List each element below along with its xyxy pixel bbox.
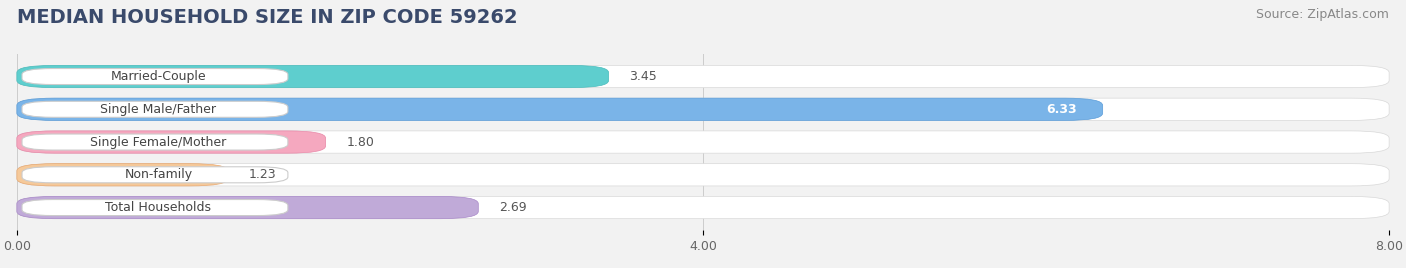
FancyBboxPatch shape bbox=[17, 196, 1389, 219]
Text: Married-Couple: Married-Couple bbox=[111, 70, 207, 83]
FancyBboxPatch shape bbox=[17, 98, 1389, 120]
FancyBboxPatch shape bbox=[17, 65, 1389, 88]
Text: Single Female/Mother: Single Female/Mother bbox=[90, 136, 226, 148]
Text: Single Male/Father: Single Male/Father bbox=[100, 103, 217, 116]
FancyBboxPatch shape bbox=[22, 200, 288, 215]
Text: 2.69: 2.69 bbox=[499, 201, 526, 214]
FancyBboxPatch shape bbox=[17, 196, 478, 219]
Text: Total Households: Total Households bbox=[105, 201, 211, 214]
Text: Non-family: Non-family bbox=[124, 168, 193, 181]
FancyBboxPatch shape bbox=[17, 98, 1102, 120]
FancyBboxPatch shape bbox=[17, 65, 609, 88]
Text: 3.45: 3.45 bbox=[630, 70, 657, 83]
FancyBboxPatch shape bbox=[17, 164, 1389, 186]
Text: 1.23: 1.23 bbox=[249, 168, 276, 181]
FancyBboxPatch shape bbox=[22, 134, 288, 150]
FancyBboxPatch shape bbox=[22, 69, 288, 84]
FancyBboxPatch shape bbox=[17, 164, 228, 186]
Text: Source: ZipAtlas.com: Source: ZipAtlas.com bbox=[1256, 8, 1389, 21]
Text: 6.33: 6.33 bbox=[1046, 103, 1077, 116]
FancyBboxPatch shape bbox=[17, 131, 1389, 153]
FancyBboxPatch shape bbox=[17, 131, 326, 153]
Text: 1.80: 1.80 bbox=[346, 136, 374, 148]
FancyBboxPatch shape bbox=[22, 167, 288, 183]
FancyBboxPatch shape bbox=[22, 101, 288, 117]
Text: MEDIAN HOUSEHOLD SIZE IN ZIP CODE 59262: MEDIAN HOUSEHOLD SIZE IN ZIP CODE 59262 bbox=[17, 8, 517, 27]
